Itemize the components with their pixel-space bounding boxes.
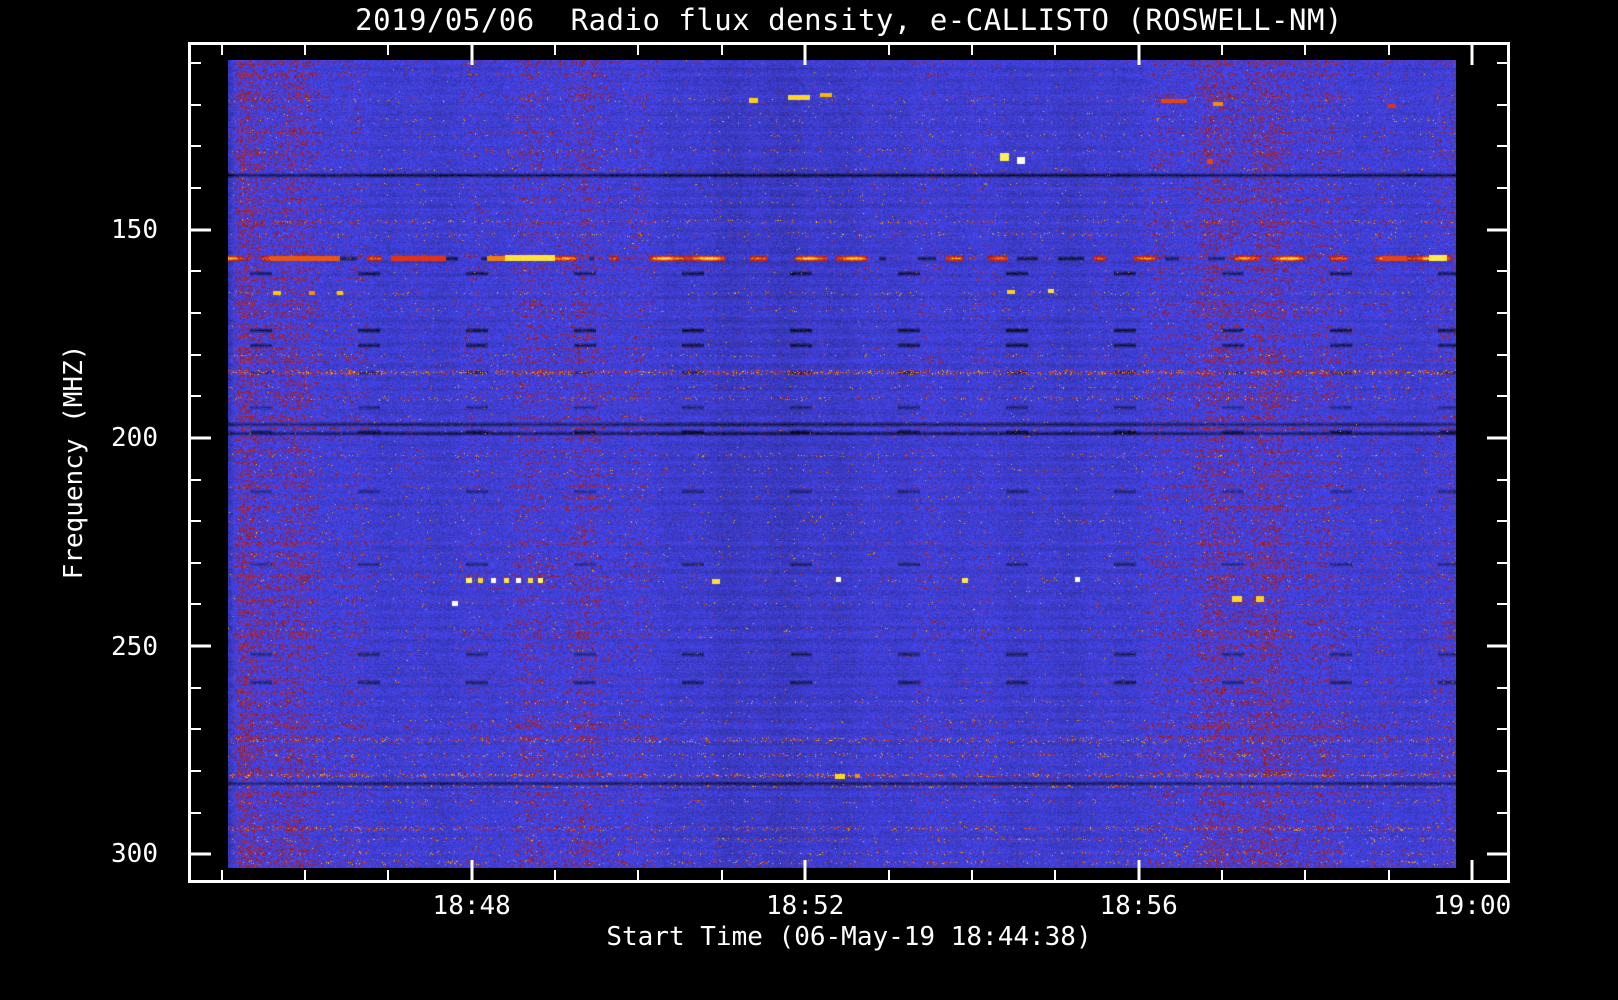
plot-frame	[188, 42, 1510, 883]
y-tick-label: 250	[111, 631, 158, 662]
y-tick-label: 300	[111, 839, 158, 870]
y-minor-tick	[191, 811, 201, 814]
y-minor-tick	[191, 187, 201, 190]
y-minor-tick	[191, 478, 201, 481]
y-tick-label: 150	[111, 214, 158, 245]
x-minor-tick	[1387, 45, 1390, 55]
x-minor-tick	[387, 45, 390, 55]
y-minor-tick	[1497, 520, 1507, 523]
x-minor-tick	[554, 45, 557, 55]
y-minor-tick	[1497, 187, 1507, 190]
y-minor-tick	[1497, 270, 1507, 273]
y-minor-tick	[1497, 769, 1507, 772]
x-minor-tick	[720, 870, 723, 880]
x-minor-tick	[220, 870, 223, 880]
x-minor-tick	[1304, 45, 1307, 55]
x-minor-tick	[387, 870, 390, 880]
x-major-tick	[1470, 45, 1474, 65]
y-major-tick	[1487, 228, 1507, 232]
y-major-tick	[1487, 852, 1507, 856]
y-minor-tick	[1497, 603, 1507, 606]
y-minor-tick	[1497, 395, 1507, 398]
y-minor-tick	[1497, 311, 1507, 314]
y-minor-tick	[191, 769, 201, 772]
y-minor-tick	[1497, 686, 1507, 689]
y-minor-tick	[1497, 478, 1507, 481]
y-major-tick	[1487, 644, 1507, 648]
y-minor-tick	[191, 728, 201, 731]
y-minor-tick	[1497, 103, 1507, 106]
x-minor-tick	[720, 45, 723, 55]
y-minor-tick	[191, 520, 201, 523]
x-axis-label: Start Time (06-May-19 18:44:38)	[606, 922, 1092, 952]
x-minor-tick	[1387, 870, 1390, 880]
x-minor-tick	[303, 45, 306, 55]
y-minor-tick	[1497, 561, 1507, 564]
x-minor-tick	[1054, 45, 1057, 55]
x-minor-tick	[1304, 870, 1307, 880]
y-minor-tick	[1497, 145, 1507, 148]
x-minor-tick	[554, 870, 557, 880]
x-tick-label: 18:52	[766, 891, 845, 921]
x-minor-tick	[887, 870, 890, 880]
y-major-tick	[191, 436, 211, 440]
x-minor-tick	[970, 870, 973, 880]
x-minor-tick	[1221, 870, 1224, 880]
x-tick-label: 18:56	[1099, 891, 1178, 921]
y-minor-tick	[191, 270, 201, 273]
y-minor-tick	[191, 62, 201, 65]
y-minor-tick	[1497, 728, 1507, 731]
y-minor-tick	[191, 395, 201, 398]
x-minor-tick	[1221, 45, 1224, 55]
y-minor-tick	[191, 353, 201, 356]
y-major-tick	[191, 644, 211, 648]
x-minor-tick	[970, 45, 973, 55]
y-minor-tick	[191, 103, 201, 106]
x-tick-label: 19:00	[1432, 891, 1512, 921]
y-minor-tick	[1497, 62, 1507, 65]
y-minor-tick	[191, 311, 201, 314]
y-major-tick	[191, 852, 211, 856]
x-minor-tick	[303, 870, 306, 880]
y-axis-label: Frequency (MHZ)	[59, 344, 89, 580]
x-major-tick	[1470, 860, 1474, 880]
x-minor-tick	[637, 45, 640, 55]
y-minor-tick	[191, 686, 201, 689]
x-minor-tick	[220, 45, 223, 55]
x-minor-tick	[1054, 870, 1057, 880]
x-tick-label: 18:48	[432, 891, 511, 921]
y-minor-tick	[191, 603, 201, 606]
y-minor-tick	[1497, 353, 1507, 356]
x-minor-tick	[887, 45, 890, 55]
chart-title: 2019/05/06 Radio flux density, e-CALLIST…	[355, 3, 1343, 37]
spectrogram-canvas	[228, 60, 1456, 868]
x-minor-tick	[637, 870, 640, 880]
y-minor-tick	[1497, 811, 1507, 814]
y-major-tick	[191, 228, 211, 232]
y-major-tick	[1487, 436, 1507, 440]
y-minor-tick	[191, 145, 201, 148]
y-minor-tick	[191, 561, 201, 564]
